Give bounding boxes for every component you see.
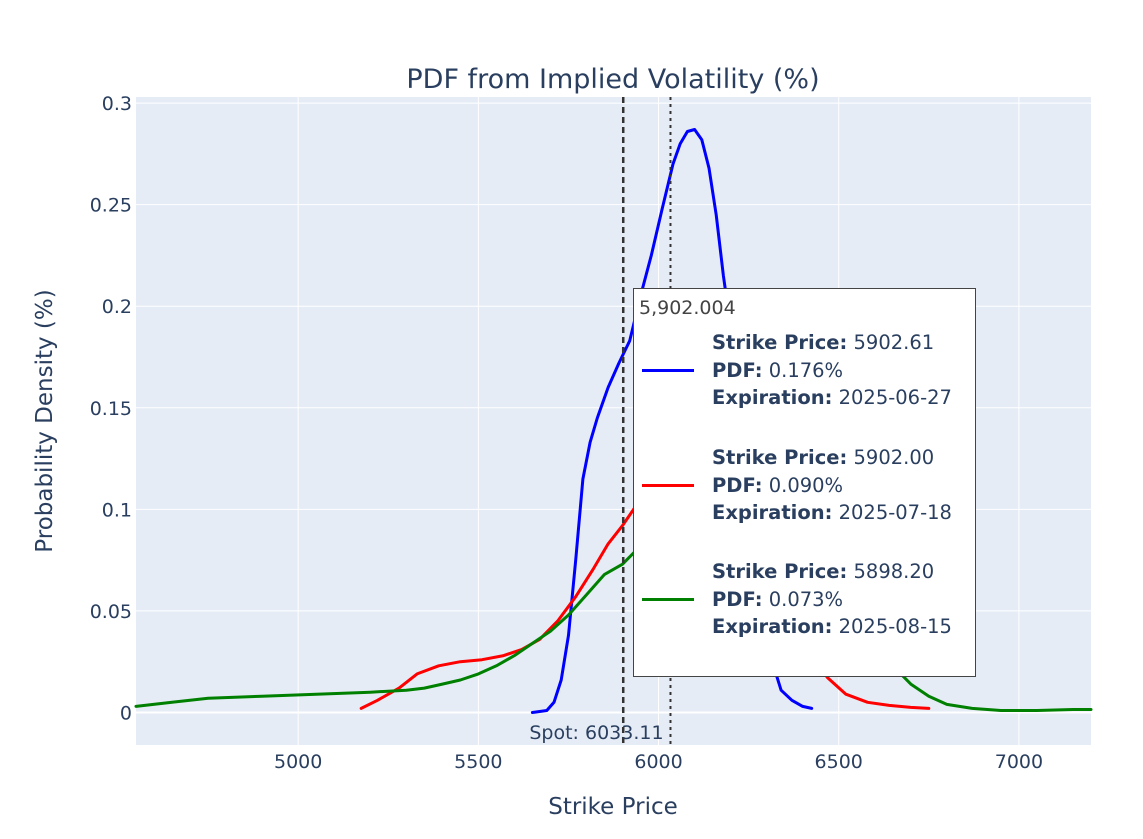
- y-tick-label: 0.25: [90, 195, 132, 217]
- hover-strike-label: Strike Price:: [712, 446, 848, 469]
- hover-exp-value: 2025-07-18: [838, 501, 952, 524]
- hover-swatch-green: [642, 598, 694, 601]
- x-axis-title: Strike Price: [548, 794, 678, 820]
- y-tick-label: 0.05: [90, 601, 132, 623]
- series-line-2025-08-15: [134, 528, 1093, 712]
- hover-exp-value: 2025-08-15: [838, 615, 952, 638]
- hover-entry-blue: Strike Price: 5902.61 PDF: 0.176% Expira…: [642, 329, 972, 415]
- spot-annotation: Spot: 6033.11: [529, 722, 663, 744]
- hover-swatch-red: [642, 484, 694, 487]
- y-tick-label: 0.15: [90, 398, 132, 420]
- hover-pdf-label: PDF:: [712, 358, 763, 382]
- y-tick-labels: 0 0.05 0.1 0.15 0.2 0.25 0.3: [90, 93, 132, 724]
- hover-header: 5,902.004: [639, 297, 736, 319]
- x-tick-labels: 5000 5500 6000 6500 7000: [274, 751, 1043, 773]
- x-tick-label: 7000: [995, 751, 1043, 773]
- hover-strike-value: 5898.20: [853, 560, 935, 583]
- hover-pdf-label: PDF:: [712, 473, 763, 497]
- hover-pdf-value: 0.176%: [768, 358, 844, 382]
- hover-tooltip: 5,902.004 Strike Price: 5902.61 PDF: 0.1…: [633, 288, 976, 677]
- hover-pdf-label: PDF:: [712, 587, 763, 611]
- x-tick-label: 5000: [274, 751, 322, 773]
- hover-strike-label: Strike Price:: [712, 560, 848, 583]
- y-tick-label: 0.1: [102, 499, 132, 521]
- x-tick-label: 5500: [454, 751, 502, 773]
- hover-pdf-value: 0.090%: [768, 473, 844, 497]
- y-tick-label: 0.3: [102, 93, 132, 115]
- hover-entry-red: Strike Price: 5902.00 PDF: 0.090% Expira…: [642, 444, 972, 530]
- chart-title: PDF from Implied Volatility (%): [406, 64, 819, 95]
- hover-exp-label: Expiration:: [712, 386, 833, 409]
- y-tick-label: 0.2: [102, 296, 132, 318]
- hover-strike-value: 5902.61: [853, 331, 935, 354]
- hover-exp-value: 2025-06-27: [838, 386, 952, 409]
- hover-exp-label: Expiration:: [712, 615, 833, 638]
- series-line-2025-07-18: [359, 477, 931, 710]
- hover-entry-green: Strike Price: 5898.20 PDF: 0.073% Expira…: [642, 558, 972, 644]
- y-axis-title: Probability Density (%): [32, 289, 58, 552]
- hover-pdf-value: 0.073%: [768, 587, 844, 611]
- hover-strike-value: 5902.00: [853, 446, 935, 469]
- x-tick-label: 6000: [634, 751, 682, 773]
- hover-swatch-blue: [642, 369, 694, 372]
- x-tick-label: 6500: [815, 751, 863, 773]
- y-tick-label: 0: [120, 702, 132, 724]
- hover-strike-label: Strike Price:: [712, 331, 848, 354]
- hover-exp-label: Expiration:: [712, 501, 833, 524]
